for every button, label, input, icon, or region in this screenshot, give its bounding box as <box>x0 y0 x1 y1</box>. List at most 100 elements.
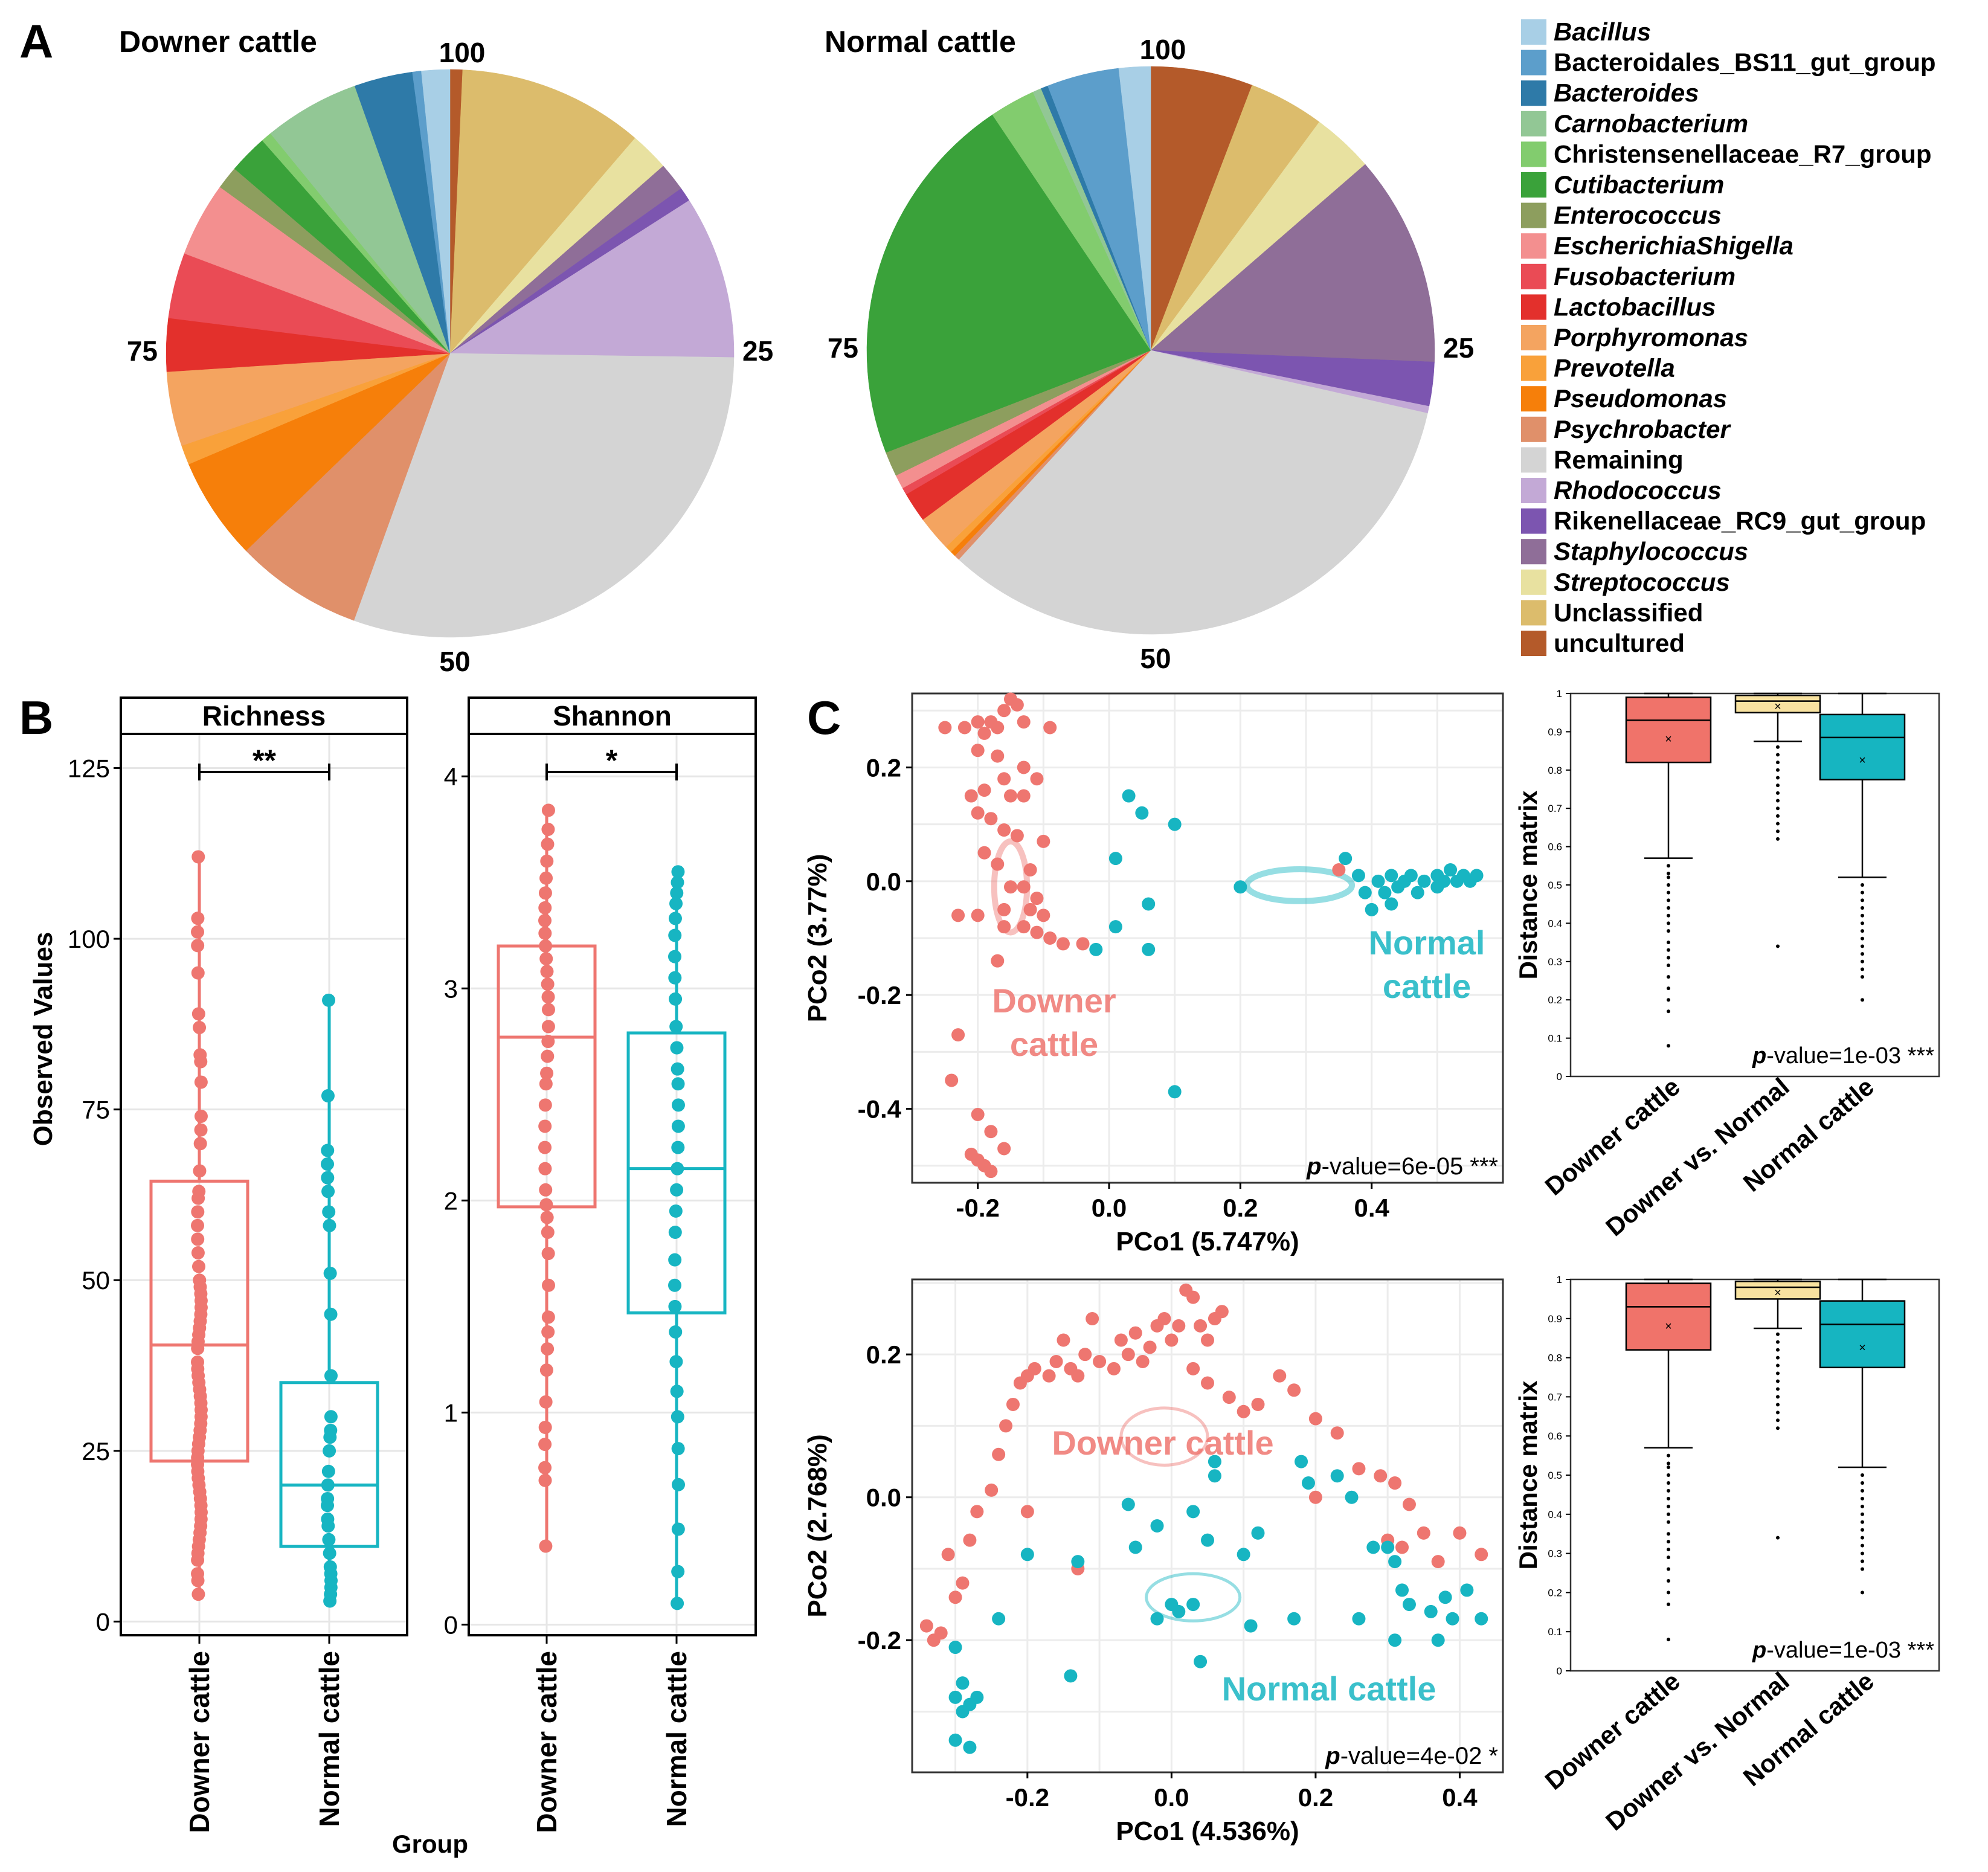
outlier-point <box>1667 1638 1670 1642</box>
facet-title: Shannon <box>553 700 672 732</box>
data-point <box>541 1342 555 1356</box>
mean-marker: × <box>1859 754 1866 767</box>
data-point <box>323 1266 337 1280</box>
data-point <box>668 1278 682 1292</box>
y-tick-label: 0.7 <box>1548 1391 1562 1403</box>
outlier-point <box>1861 1481 1864 1485</box>
data-point <box>670 886 684 900</box>
scatter-point <box>1385 869 1398 883</box>
data-point <box>538 1438 552 1452</box>
outlier-point <box>1776 1371 1780 1375</box>
mean-marker: × <box>1665 733 1672 746</box>
legend-label-remaining: Remaining <box>1554 445 1684 474</box>
pie-slice-unclassified <box>449 69 635 354</box>
scatter-point <box>1186 1505 1200 1519</box>
pie-slice-bacillus <box>1118 66 1151 351</box>
scatter-point <box>1078 1348 1092 1362</box>
y-tick-label: 0.6 <box>1548 1430 1562 1442</box>
y-tick-label: 0 <box>1557 1665 1562 1677</box>
legend-label-pseudomonas: Pseudomonas <box>1554 384 1727 413</box>
legend-label-rhodococcus: Rhodococcus <box>1554 476 1722 504</box>
data-point <box>671 1162 684 1176</box>
outlier-point <box>1667 948 1670 952</box>
outlier-point <box>1667 898 1670 902</box>
legend-label-bacteroides: Bacteroides <box>1554 79 1699 107</box>
box <box>1625 696 1712 764</box>
box <box>1819 713 1906 780</box>
p-value-text: -value=6e-05 *** <box>1322 1153 1498 1180</box>
x-tick-label: 0.2 <box>1223 1194 1258 1222</box>
data-point <box>191 1218 205 1232</box>
p-value-label: p-value=6e-05 *** <box>1306 1153 1498 1180</box>
scatter-point <box>957 721 971 735</box>
y-tick-label: 75 <box>82 1096 110 1124</box>
outlier-point <box>1861 1536 1864 1540</box>
scatter-point <box>1251 1397 1265 1411</box>
pie-tick-label: 50 <box>1140 643 1171 674</box>
y-tick-label: 0.1 <box>1548 1033 1562 1044</box>
outlier-point <box>1861 1488 1864 1493</box>
outlier-point <box>1667 1567 1670 1571</box>
pie-slice-staphylococcus <box>1150 164 1435 362</box>
outlier-point <box>1667 1453 1670 1458</box>
scatter-point <box>984 1125 998 1139</box>
data-point <box>191 850 205 864</box>
outlier-point <box>1776 829 1780 834</box>
data-point <box>541 1020 555 1034</box>
significance-stars: ** <box>253 744 276 777</box>
data-point <box>671 1597 684 1610</box>
data-point <box>541 1325 555 1339</box>
plot-frame <box>911 1278 1504 1774</box>
scatter-point <box>1089 942 1103 956</box>
data-point <box>323 1218 336 1232</box>
data-point <box>669 1355 683 1369</box>
scatter-point <box>1287 1612 1301 1626</box>
data-point <box>671 1478 685 1491</box>
scatter-point <box>1165 1333 1179 1347</box>
data-point <box>324 1410 338 1424</box>
scatter-point <box>1222 1391 1236 1404</box>
scatter-point <box>1150 1612 1164 1626</box>
scatter-point <box>1385 897 1398 911</box>
scatter-point <box>1475 1612 1488 1626</box>
legend-label-staphylococcus: Staphylococcus <box>1554 537 1748 565</box>
y-tick-label: 4 <box>444 762 458 791</box>
data-point <box>541 977 555 991</box>
scatter-point <box>1006 1397 1020 1411</box>
scatter-point <box>1010 829 1024 843</box>
x-axis-title: PCo1 (4.536%) <box>1116 1816 1299 1846</box>
scatter-point <box>1352 1462 1366 1476</box>
y-tick-label: 125 <box>68 754 110 783</box>
scatter-point <box>1417 874 1431 888</box>
confidence-ellipse <box>1119 1406 1209 1467</box>
scatter-point <box>1431 1555 1445 1569</box>
taxa-legend: BacillusBacteroidales_BS11_gut_groupBact… <box>1521 18 1936 657</box>
data-point <box>540 1211 554 1224</box>
scatter-point <box>951 909 965 922</box>
plot-frame <box>120 733 408 1636</box>
mean-marker: × <box>1774 700 1781 713</box>
scatter-point <box>956 1576 970 1590</box>
scatter-point <box>1071 1555 1085 1569</box>
data-point <box>193 1137 207 1151</box>
scatter-point <box>1172 1319 1186 1333</box>
legend-label-porphyromonas: Porphyromonas <box>1554 323 1748 352</box>
outlier-point <box>1667 1602 1670 1606</box>
scatter-point <box>1107 1362 1121 1375</box>
data-point <box>538 926 552 940</box>
outlier-point <box>1667 913 1670 918</box>
outlier-point <box>1667 890 1670 895</box>
outlier-point <box>1667 864 1670 868</box>
data-point <box>191 1246 205 1260</box>
scatter-point <box>948 1591 962 1604</box>
data-point <box>671 1410 684 1424</box>
outlier-point <box>1776 944 1780 948</box>
outlier-point <box>1776 822 1780 826</box>
pie-slice-rhodococcus <box>449 200 735 358</box>
data-point <box>541 1225 555 1239</box>
outlier-point <box>1776 799 1780 803</box>
data-point <box>541 803 555 817</box>
data-point <box>191 912 205 925</box>
pie-title: Normal cattle <box>825 25 1016 59</box>
p-symbol: p <box>1752 1638 1766 1663</box>
